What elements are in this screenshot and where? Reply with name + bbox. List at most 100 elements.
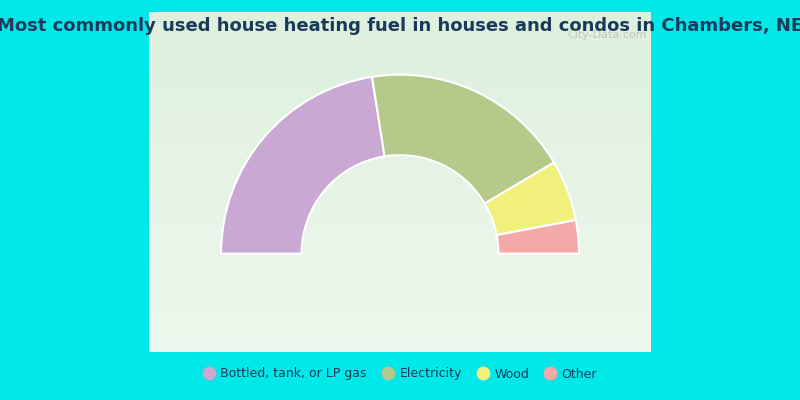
Bar: [150, 188, 650, 190]
Bar: [150, 120, 650, 122]
Bar: [150, 179, 650, 182]
Bar: [150, 97, 650, 100]
Bar: [150, 122, 650, 125]
Bar: [150, 244, 650, 247]
Bar: [150, 310, 650, 312]
Bar: [150, 270, 650, 273]
Bar: [150, 60, 650, 63]
Bar: [150, 145, 650, 148]
Bar: [150, 292, 650, 295]
Bar: [150, 307, 650, 310]
Bar: [150, 23, 650, 26]
Bar: [150, 162, 650, 165]
Bar: [150, 69, 650, 72]
Bar: [150, 43, 650, 46]
Bar: [150, 324, 650, 326]
Bar: [150, 230, 650, 233]
Bar: [150, 199, 650, 202]
Bar: [150, 315, 650, 318]
Bar: [150, 20, 650, 23]
Bar: [150, 222, 650, 224]
Bar: [150, 196, 650, 199]
Bar: [150, 213, 650, 216]
Bar: [150, 35, 650, 38]
Text: Most commonly used house heating fuel in houses and condos in Chambers, NE: Most commonly used house heating fuel in…: [0, 17, 800, 35]
Bar: [150, 185, 650, 188]
Bar: [150, 253, 650, 256]
Bar: [150, 205, 650, 208]
Bar: [150, 210, 650, 213]
Bar: [150, 233, 650, 236]
Bar: [150, 125, 650, 128]
Bar: [150, 137, 650, 140]
Bar: [150, 106, 650, 108]
Bar: [150, 80, 650, 83]
Bar: [150, 165, 650, 168]
Bar: [150, 290, 650, 292]
Bar: [150, 261, 650, 264]
Bar: [150, 267, 650, 270]
Bar: [150, 12, 650, 15]
Bar: [150, 114, 650, 117]
Bar: [150, 26, 650, 29]
Bar: [150, 338, 650, 341]
Bar: [150, 318, 650, 321]
Bar: [150, 18, 650, 20]
Bar: [150, 281, 650, 284]
Bar: [150, 346, 650, 349]
Bar: [150, 227, 650, 230]
Bar: [150, 168, 650, 171]
Bar: [150, 176, 650, 179]
Bar: [150, 94, 650, 97]
Bar: [150, 77, 650, 80]
Bar: [150, 329, 650, 332]
Bar: [150, 134, 650, 137]
Bar: [150, 151, 650, 154]
Bar: [150, 321, 650, 324]
Bar: [150, 236, 650, 239]
Bar: [150, 66, 650, 69]
Bar: [150, 193, 650, 196]
Bar: [150, 29, 650, 32]
Bar: [150, 154, 650, 156]
Bar: [150, 91, 650, 94]
Bar: [150, 312, 650, 315]
Bar: [150, 174, 650, 176]
Bar: [150, 264, 650, 267]
Bar: [150, 332, 650, 335]
Bar: [150, 239, 650, 242]
Wedge shape: [497, 220, 579, 254]
Bar: [150, 142, 650, 145]
Bar: [150, 100, 650, 103]
Bar: [150, 256, 650, 258]
Bar: [150, 156, 650, 159]
Bar: [150, 247, 650, 250]
Bar: [150, 295, 650, 298]
Bar: [150, 304, 650, 307]
Bar: [150, 128, 650, 131]
Bar: [150, 140, 650, 142]
Bar: [150, 117, 650, 120]
Bar: [150, 86, 650, 88]
Bar: [150, 250, 650, 253]
Bar: [150, 190, 650, 193]
Bar: [150, 349, 650, 352]
Bar: [150, 54, 650, 57]
Bar: [150, 335, 650, 338]
Bar: [150, 326, 650, 329]
Legend: Bottled, tank, or LP gas, Electricity, Wood, Other: Bottled, tank, or LP gas, Electricity, W…: [198, 362, 602, 386]
Bar: [150, 219, 650, 222]
Bar: [150, 46, 650, 49]
Bar: [150, 284, 650, 287]
Bar: [150, 148, 650, 151]
Bar: [150, 72, 650, 74]
Bar: [150, 202, 650, 205]
Bar: [150, 15, 650, 18]
Bar: [150, 40, 650, 43]
Bar: [150, 32, 650, 35]
Bar: [150, 278, 650, 281]
Bar: [150, 273, 650, 276]
Bar: [150, 344, 650, 346]
Wedge shape: [485, 162, 576, 235]
Bar: [150, 49, 650, 52]
